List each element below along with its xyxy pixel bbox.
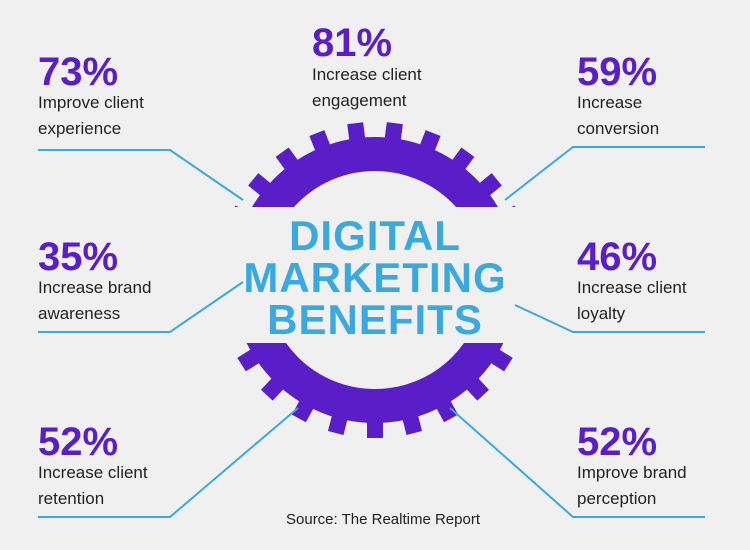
stat-label: Increase client (312, 65, 422, 84)
connectors (38, 146, 705, 518)
gear-tooth (367, 418, 383, 438)
title-line: BENEFITS (267, 296, 483, 343)
stat-percent: 81% (312, 21, 392, 65)
connector (449, 407, 705, 518)
stat-percent: 46% (577, 235, 657, 279)
stat-label: Improve client (38, 93, 144, 112)
gear-tooth (261, 375, 287, 401)
gear-tooth (449, 147, 475, 174)
stat-label: Increase brand (38, 278, 151, 297)
gear-tooth (327, 411, 349, 436)
gear-tooth (309, 130, 332, 155)
gear-tooth (476, 173, 502, 199)
gear-bottom (237, 343, 513, 438)
stat-label: conversion (577, 119, 659, 138)
gear-tooth (434, 397, 459, 423)
stat-percent: 73% (38, 50, 118, 94)
title-line: DIGITAL (289, 212, 461, 259)
gear-tooth (275, 147, 301, 174)
gear-tooth (401, 411, 423, 436)
connector (38, 281, 244, 333)
title-line: MARKETING (243, 254, 506, 301)
gear-ring (252, 137, 498, 207)
stat-percent: 59% (577, 50, 657, 94)
gear-tooth (291, 397, 316, 423)
gear-tooth (463, 375, 489, 401)
gear-tooth (237, 347, 263, 372)
gear-top (228, 122, 522, 207)
gear-tooth (248, 173, 274, 199)
stat-label: retention (38, 489, 104, 508)
stat-label: Increase client (577, 278, 687, 297)
stat-label: perception (577, 489, 656, 508)
gear-tooth (487, 347, 513, 372)
stat-label: Increase client (38, 463, 148, 482)
connector (38, 407, 299, 518)
stat-percent: 35% (38, 235, 118, 279)
stat-label: experience (38, 119, 121, 138)
stat-label: engagement (312, 91, 407, 110)
connector (504, 146, 705, 201)
gear-tooth (347, 122, 366, 145)
stat-label: awareness (38, 304, 120, 323)
stat-percent: 52% (577, 420, 657, 464)
stat-label: Improve brand (577, 463, 687, 482)
connector (514, 304, 705, 333)
gear-ring (246, 343, 504, 423)
gear-tooth (384, 122, 403, 145)
connector (38, 149, 244, 201)
gear-tooth (418, 130, 441, 155)
source: Source: The Realtime Report (286, 511, 481, 528)
stat-percent: 52% (38, 420, 118, 464)
stat-label: loyalty (577, 304, 626, 323)
stat-label: Increase (577, 93, 642, 112)
